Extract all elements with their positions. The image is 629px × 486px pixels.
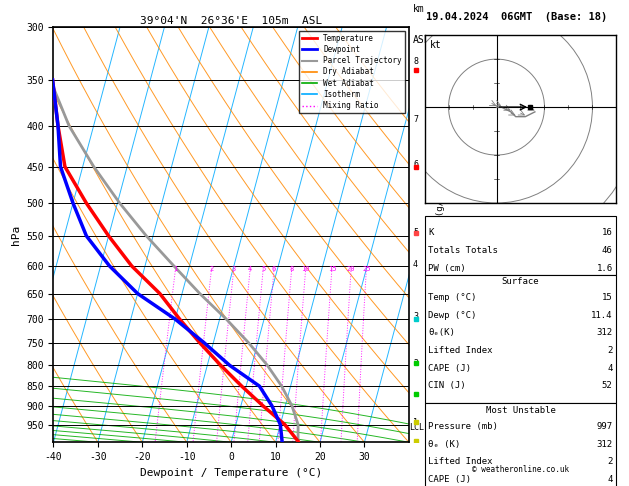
Text: 20: 20 bbox=[347, 266, 355, 272]
Bar bbox=[425, 403, 616, 486]
Text: 11.4: 11.4 bbox=[591, 311, 613, 320]
Text: Lifted Index: Lifted Index bbox=[428, 457, 493, 467]
Text: 2: 2 bbox=[607, 346, 613, 355]
Text: 312: 312 bbox=[596, 440, 613, 449]
Text: 3: 3 bbox=[413, 312, 418, 321]
Text: km: km bbox=[413, 4, 424, 14]
Text: 997: 997 bbox=[596, 422, 613, 431]
Text: Mixing Ratio (g/kg): Mixing Ratio (g/kg) bbox=[437, 183, 445, 286]
Text: LCL: LCL bbox=[409, 423, 424, 432]
Text: 1: 1 bbox=[413, 417, 418, 427]
Text: 16: 16 bbox=[602, 228, 613, 237]
Text: © weatheronline.co.uk: © weatheronline.co.uk bbox=[472, 465, 569, 474]
Text: CAPE (J): CAPE (J) bbox=[428, 364, 471, 373]
Text: 5: 5 bbox=[413, 228, 418, 237]
Text: 6: 6 bbox=[413, 160, 418, 169]
Text: 19.04.2024  06GMT  (Base: 18): 19.04.2024 06GMT (Base: 18) bbox=[426, 12, 607, 22]
Title: 39°04'N  26°36'E  105m  ASL: 39°04'N 26°36'E 105m ASL bbox=[140, 16, 322, 26]
Text: 1: 1 bbox=[174, 266, 177, 272]
Text: 15: 15 bbox=[328, 266, 336, 272]
Text: Pressure (mb): Pressure (mb) bbox=[428, 422, 498, 431]
Text: 4: 4 bbox=[607, 475, 613, 484]
Text: K: K bbox=[428, 228, 434, 237]
Text: 8: 8 bbox=[289, 266, 294, 272]
Text: ASL: ASL bbox=[413, 35, 430, 45]
Text: kt: kt bbox=[430, 40, 442, 50]
Text: 4: 4 bbox=[607, 364, 613, 373]
Text: Most Unstable: Most Unstable bbox=[486, 406, 555, 415]
Bar bbox=[425, 216, 616, 275]
Text: Surface: Surface bbox=[502, 277, 539, 286]
Y-axis label: hPa: hPa bbox=[11, 225, 21, 244]
Bar bbox=[425, 275, 616, 403]
Text: CAPE (J): CAPE (J) bbox=[428, 475, 471, 484]
Text: θₑ (K): θₑ (K) bbox=[428, 440, 460, 449]
Text: Dewp (°C): Dewp (°C) bbox=[428, 311, 477, 320]
Text: 15: 15 bbox=[602, 293, 613, 302]
Text: 5: 5 bbox=[261, 266, 265, 272]
Text: 6: 6 bbox=[272, 266, 276, 272]
Text: 25: 25 bbox=[362, 266, 370, 272]
Text: 3: 3 bbox=[231, 266, 236, 272]
X-axis label: Dewpoint / Temperature (°C): Dewpoint / Temperature (°C) bbox=[140, 468, 322, 478]
Text: CIN (J): CIN (J) bbox=[428, 382, 466, 390]
Text: 2: 2 bbox=[607, 457, 613, 467]
Text: PW (cm): PW (cm) bbox=[428, 264, 466, 273]
Text: 8: 8 bbox=[413, 57, 418, 66]
Text: 10: 10 bbox=[301, 266, 310, 272]
Text: 7: 7 bbox=[413, 116, 418, 124]
Text: 46: 46 bbox=[602, 246, 613, 255]
Text: 2: 2 bbox=[413, 359, 418, 367]
Legend: Temperature, Dewpoint, Parcel Trajectory, Dry Adiabat, Wet Adiabat, Isotherm, Mi: Temperature, Dewpoint, Parcel Trajectory… bbox=[299, 31, 405, 113]
Text: 4: 4 bbox=[248, 266, 252, 272]
Text: Totals Totals: Totals Totals bbox=[428, 246, 498, 255]
Text: Lifted Index: Lifted Index bbox=[428, 346, 493, 355]
Text: 4: 4 bbox=[413, 260, 418, 269]
Text: 52: 52 bbox=[602, 382, 613, 390]
Text: θₑ(K): θₑ(K) bbox=[428, 329, 455, 337]
Text: 312: 312 bbox=[596, 329, 613, 337]
Text: 1.6: 1.6 bbox=[596, 264, 613, 273]
Text: Temp (°C): Temp (°C) bbox=[428, 293, 477, 302]
Text: 2: 2 bbox=[209, 266, 214, 272]
